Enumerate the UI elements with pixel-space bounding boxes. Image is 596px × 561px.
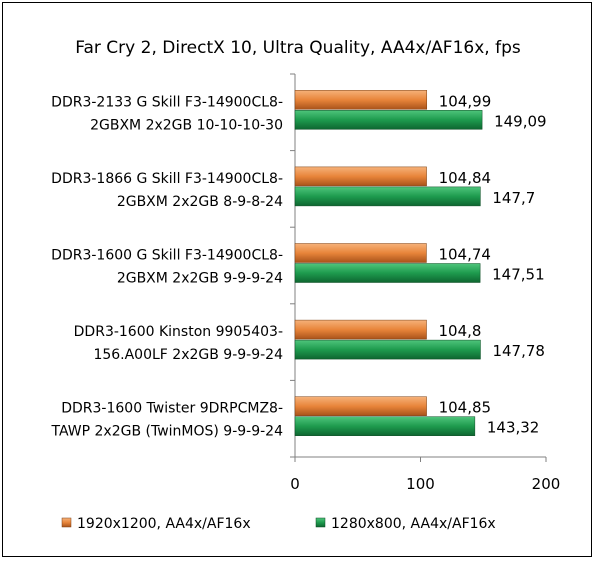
data-label-series-1: 104,74 bbox=[438, 246, 491, 264]
legend-label-series-2: 1280x800, AA4x/AF16x bbox=[331, 516, 496, 532]
legend-swatch-series-2 bbox=[315, 517, 326, 528]
bar-series-2 bbox=[294, 416, 476, 436]
legend: 1920x1200, AA4x/AF16x 1280x800, AA4x/AF1… bbox=[61, 516, 496, 532]
bar-series-2 bbox=[294, 186, 481, 207]
bar-series-2 bbox=[294, 110, 483, 130]
data-label-series-2: 147,7 bbox=[492, 189, 535, 207]
category-label: DDR3-1600 G Skill F3-14900CL8- bbox=[51, 248, 283, 264]
x-tick-label: 200 bbox=[532, 475, 561, 493]
bar-series-2 bbox=[294, 339, 481, 360]
legend-swatch-series-1 bbox=[61, 517, 72, 528]
category-label: DDR3-1600 Kinston 9905403- bbox=[74, 324, 283, 340]
bar-series-1 bbox=[294, 166, 427, 187]
category-label: DDR3-1866 G Skill F3-14900CL8- bbox=[51, 171, 283, 187]
data-label-series-2: 149,09 bbox=[494, 112, 546, 130]
category-label: 156.A00LF 2x2GB 9-9-9-24 bbox=[93, 347, 283, 363]
data-label-series-2: 147,78 bbox=[492, 342, 544, 360]
data-label-series-1: 104,8 bbox=[439, 322, 482, 340]
x-tick-label: 0 bbox=[290, 475, 300, 493]
category-label: 2GBXM 2x2GB 10-10-10-30 bbox=[90, 117, 283, 133]
bar-series-1 bbox=[294, 90, 428, 110]
bar-series-1 bbox=[294, 319, 427, 340]
legend-label-series-1: 1920x1200, AA4x/AF16x bbox=[77, 516, 251, 532]
data-label-series-1: 104,85 bbox=[439, 399, 492, 417]
category-label: DDR3-2133 G Skill F3-14900CL8- bbox=[51, 94, 283, 110]
category-label: 2GBXM 2x2GB 8-9-8-24 bbox=[117, 194, 283, 210]
bar-series-2 bbox=[294, 263, 481, 283]
category-label: 2GBXM 2x2GB 9-9-9-24 bbox=[117, 271, 283, 287]
category-label: DDR3-1600 Twister 9DRPCMZ8- bbox=[61, 401, 283, 417]
data-label-series-2: 147,51 bbox=[492, 266, 545, 284]
data-label-series-2: 143,32 bbox=[487, 419, 539, 437]
category-label: TAWP 2x2GB (TwinMOS) 9-9-9-24 bbox=[50, 424, 283, 440]
data-label-series-1: 104,84 bbox=[439, 169, 492, 187]
data-label-series-1: 104,99 bbox=[439, 92, 492, 110]
chart-title: Far Cry 2, DirectX 10, Ultra Quality, AA… bbox=[75, 38, 521, 58]
bar-series-1 bbox=[294, 243, 427, 263]
bar-series-1 bbox=[294, 396, 427, 416]
x-tick-label: 100 bbox=[406, 475, 435, 493]
